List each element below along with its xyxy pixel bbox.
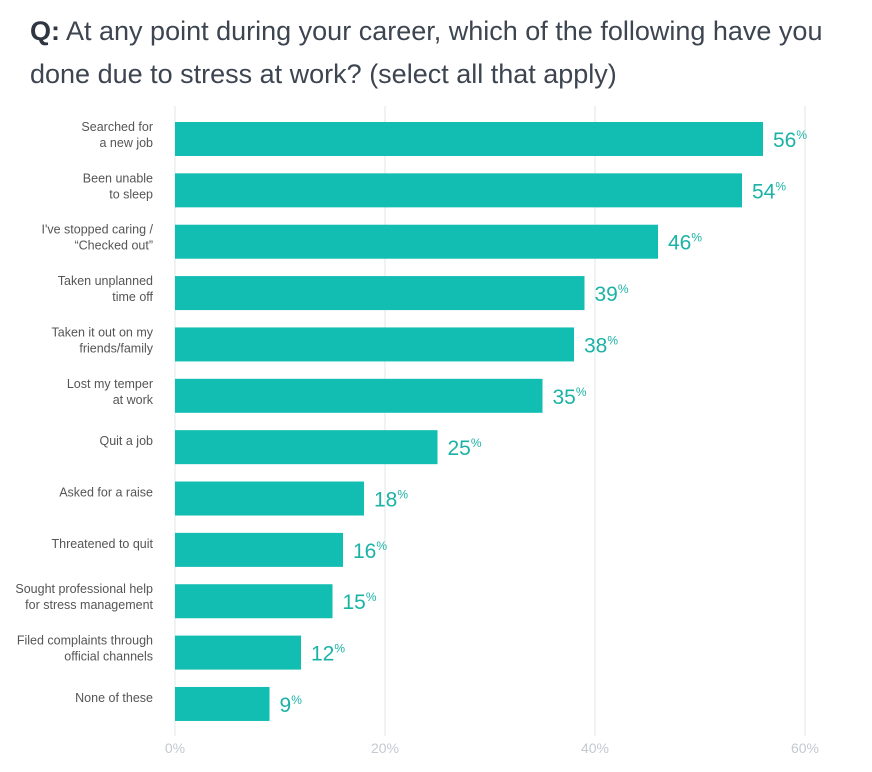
value-suffix: % xyxy=(291,693,302,707)
value-label: 39% xyxy=(595,282,629,306)
value-label: 15% xyxy=(343,590,377,614)
value-suffix: % xyxy=(471,436,482,450)
x-tick-label: 40% xyxy=(581,740,609,756)
category-label-line: Taken it out on my xyxy=(52,325,154,339)
value-number: 35 xyxy=(553,386,576,409)
bar xyxy=(175,430,438,465)
value-number: 15 xyxy=(343,591,366,614)
value-number: 56 xyxy=(773,129,796,152)
category-label-line: to sleep xyxy=(109,187,153,201)
value-number: 38 xyxy=(584,334,607,357)
bar xyxy=(175,327,574,362)
x-tick-label: 20% xyxy=(371,740,399,756)
bar xyxy=(175,532,343,567)
value-number: 25 xyxy=(448,437,471,460)
value-number: 12 xyxy=(311,643,334,666)
category-label-line: Been unable xyxy=(83,171,153,185)
value-number: 16 xyxy=(353,540,376,563)
value-suffix: % xyxy=(376,539,387,553)
category-label: Searched for a new job xyxy=(81,120,153,150)
value-label: 56% xyxy=(773,128,807,152)
value-label: 35% xyxy=(553,385,587,409)
value-suffix: % xyxy=(366,590,377,604)
category-label-line: Taken unplanned xyxy=(58,274,153,288)
title-prefix: Q: xyxy=(30,16,60,46)
value-label: 46% xyxy=(668,231,702,255)
value-suffix: % xyxy=(397,488,408,502)
category-label-line: time off xyxy=(112,290,153,304)
value-suffix: % xyxy=(607,333,618,347)
category-label-line: Lost my temper xyxy=(67,377,153,391)
category-label: Sought professional help for stress manag… xyxy=(15,582,153,612)
category-label-line: Sought professional help xyxy=(15,582,153,596)
category-label: Asked for a raise xyxy=(59,486,153,500)
category-label-line: for stress management xyxy=(25,598,153,612)
category-label-line: Threatened to quit xyxy=(52,537,154,551)
category-label-line: a new job xyxy=(99,136,153,150)
value-suffix: % xyxy=(334,642,345,656)
value-number: 9 xyxy=(280,694,292,717)
value-label: 25% xyxy=(448,436,482,460)
value-suffix: % xyxy=(618,282,629,296)
category-label-line: Asked for a raise xyxy=(59,486,153,500)
value-number: 46 xyxy=(668,232,691,255)
category-label-line: friends/family xyxy=(79,341,153,355)
value-suffix: % xyxy=(576,385,587,399)
category-label: Been unable to sleep xyxy=(83,171,153,201)
category-label: Quit a job xyxy=(99,434,153,448)
bar xyxy=(175,173,742,208)
value-suffix: % xyxy=(796,128,807,142)
value-label: 54% xyxy=(752,179,786,203)
value-label: 12% xyxy=(311,642,345,666)
value-suffix: % xyxy=(691,231,702,245)
value-label: 38% xyxy=(584,333,618,357)
category-label: Taken it out on my friends/family xyxy=(52,325,154,355)
x-tick-label: 60% xyxy=(791,740,819,756)
bar xyxy=(175,224,658,259)
category-label-line: I've stopped caring / xyxy=(42,223,154,237)
x-tick-label: 0% xyxy=(165,740,185,756)
category-label: Threatened to quit xyxy=(52,537,154,551)
bar xyxy=(175,122,763,156)
category-label-line: at work xyxy=(113,393,154,407)
category-label-line: None of these xyxy=(75,691,153,705)
value-suffix: % xyxy=(775,179,786,193)
category-label-line: Quit a job xyxy=(99,434,153,448)
value-number: 39 xyxy=(595,283,618,306)
category-label-line: “Checked out” xyxy=(74,239,153,253)
category-label-line: Filed complaints through xyxy=(17,634,153,648)
value-label: 18% xyxy=(374,488,408,512)
value-number: 54 xyxy=(752,180,776,203)
title-text: At any point during your career, which o… xyxy=(30,16,823,89)
bar xyxy=(175,481,364,516)
value-number: 18 xyxy=(374,489,397,512)
value-label: 16% xyxy=(353,539,387,563)
category-label: I've stopped caring / “Checked out” xyxy=(42,223,154,253)
bar xyxy=(175,276,585,311)
bar xyxy=(175,635,301,670)
category-label-line: official channels xyxy=(64,650,153,664)
bar xyxy=(175,686,270,721)
category-label: Taken unplanned time off xyxy=(58,274,154,304)
value-label: 9% xyxy=(280,693,303,717)
category-label: Filed complaints through official channel… xyxy=(17,634,153,664)
chart-title: Q: At any point during your career, whic… xyxy=(30,10,850,96)
bar xyxy=(175,378,543,413)
bar xyxy=(175,584,333,619)
category-label-line: Searched for xyxy=(81,120,153,134)
category-label: Lost my temper at work xyxy=(67,377,154,407)
category-label: None of these xyxy=(75,691,153,705)
